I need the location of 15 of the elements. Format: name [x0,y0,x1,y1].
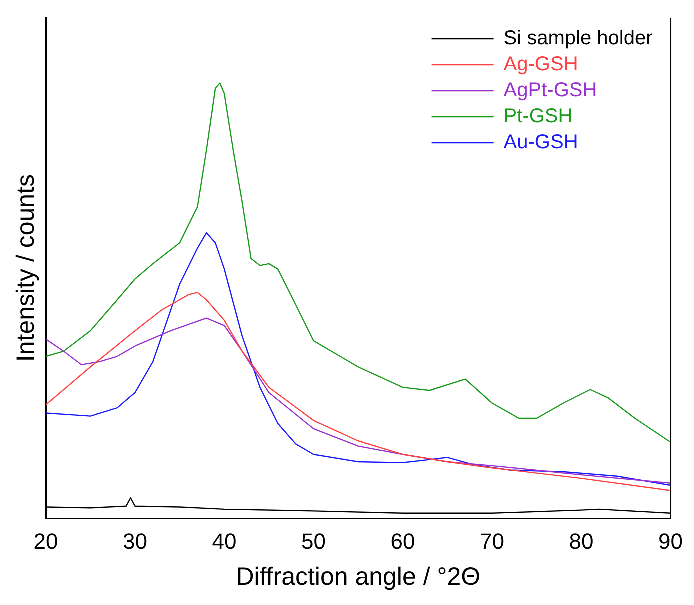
x-tick-label: 50 [302,528,326,554]
x-tick-label: 70 [480,528,505,554]
legend-label: Ag-GSH [504,54,578,76]
x-tick-label: 90 [658,528,684,554]
legend-label: AgPt-GSH [504,80,598,102]
x-axis-title: Diffraction angle / °2Θ [236,562,481,591]
x-tick-label: 40 [212,528,237,554]
x-tick-label: 80 [569,528,594,554]
x-tick-label: 20 [34,528,58,554]
x-tick-label: 60 [390,528,416,554]
legend-label: Pt-GSH [504,106,573,128]
y-axis-title: Intensity / counts [12,174,40,362]
legend-label: Si sample holder [504,28,654,50]
legend-label: Au-GSH [504,132,578,154]
x-tick-label: 30 [123,528,148,554]
